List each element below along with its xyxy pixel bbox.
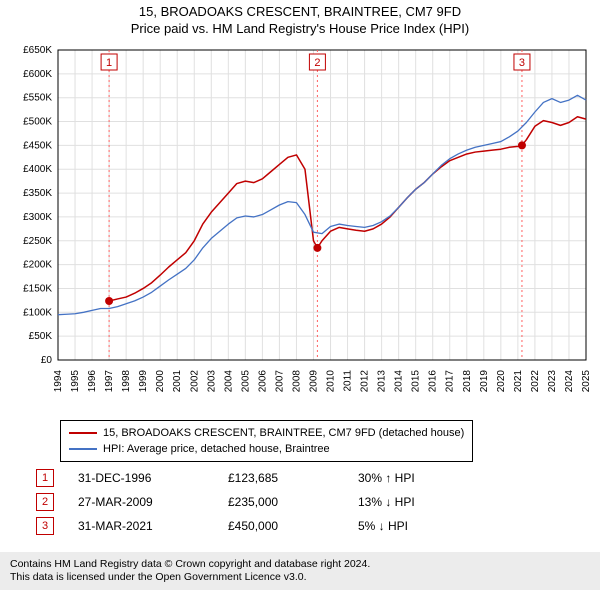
svg-text:£100K: £100K [23, 307, 52, 318]
svg-text:1996: 1996 [87, 370, 98, 393]
sale-diff: 30% ↑ HPI [358, 471, 478, 485]
legend-label: 15, BROADOAKS CRESCENT, BRAINTREE, CM7 9… [103, 425, 464, 441]
legend-item: HPI: Average price, detached house, Brai… [69, 441, 464, 457]
svg-text:2018: 2018 [462, 370, 473, 393]
sale-diff: 5% ↓ HPI [358, 519, 478, 533]
svg-text:3: 3 [519, 57, 525, 69]
svg-text:2008: 2008 [291, 370, 302, 393]
svg-text:2025: 2025 [581, 370, 592, 393]
svg-text:1997: 1997 [104, 370, 115, 393]
sale-date: 27-MAR-2009 [78, 495, 228, 509]
sale-row: 3 31-MAR-2021£450,0005% ↓ HPI [36, 514, 478, 538]
svg-text:2009: 2009 [308, 370, 319, 393]
svg-text:2005: 2005 [240, 370, 251, 393]
chart: £0 £50K £100K £150K £200K £250K £300K £350K £400… [8, 44, 592, 414]
legend-swatch [69, 432, 97, 434]
svg-text:2016: 2016 [428, 370, 439, 393]
svg-text:2021: 2021 [513, 370, 524, 393]
sales-table: 1 31-DEC-1996£123,68530% ↑ HPI 2 27-MAR-200… [36, 466, 478, 538]
chart-titles: 15, BROADOAKS CRESCENT, BRAINTREE, CM7 9… [0, 0, 600, 36]
svg-text:2012: 2012 [360, 370, 371, 393]
legend-label: HPI: Average price, detached house, Brai… [103, 441, 330, 457]
svg-text:2023: 2023 [547, 370, 558, 393]
svg-text:1998: 1998 [121, 370, 132, 393]
sale-date: 31-DEC-1996 [78, 471, 228, 485]
svg-text:2006: 2006 [257, 370, 268, 393]
svg-text:£550K: £550K [23, 93, 52, 104]
svg-text:2: 2 [314, 57, 320, 69]
svg-text:£450K: £450K [23, 140, 52, 151]
legend-swatch [69, 448, 97, 450]
svg-text:2024: 2024 [564, 370, 575, 393]
svg-text:£200K: £200K [23, 260, 52, 271]
svg-text:£0: £0 [41, 355, 53, 366]
svg-text:1994: 1994 [53, 370, 64, 393]
svg-text:2007: 2007 [274, 370, 285, 393]
svg-text:2003: 2003 [206, 370, 217, 393]
title-address: 15, BROADOAKS CRESCENT, BRAINTREE, CM7 9… [0, 4, 600, 19]
sale-date: 31-MAR-2021 [78, 519, 228, 533]
footer-line-2: This data is licensed under the Open Gov… [10, 571, 590, 584]
svg-text:1: 1 [106, 57, 112, 69]
sale-row: 1 31-DEC-1996£123,68530% ↑ HPI [36, 466, 478, 490]
svg-text:2001: 2001 [172, 370, 183, 393]
footer: Contains HM Land Registry data © Crown c… [0, 552, 600, 590]
svg-text:2002: 2002 [189, 370, 200, 393]
legend: 15, BROADOAKS CRESCENT, BRAINTREE, CM7 9… [60, 420, 473, 462]
svg-text:1995: 1995 [70, 370, 81, 393]
svg-text:£650K: £650K [23, 45, 52, 56]
svg-text:2020: 2020 [496, 370, 507, 393]
svg-text:2017: 2017 [445, 370, 456, 393]
chart-svg: £0 £50K £100K £150K £200K £250K £300K £350K £400… [8, 44, 592, 414]
svg-text:£350K: £350K [23, 188, 52, 199]
svg-text:£500K: £500K [23, 117, 52, 128]
sale-price: £235,000 [228, 495, 358, 509]
svg-text:£50K: £50K [29, 331, 53, 342]
legend-item: 15, BROADOAKS CRESCENT, BRAINTREE, CM7 9… [69, 425, 464, 441]
svg-text:£600K: £600K [23, 69, 52, 80]
svg-text:2011: 2011 [343, 370, 354, 392]
sale-diff: 13% ↓ HPI [358, 495, 478, 509]
svg-text:2019: 2019 [479, 370, 490, 393]
svg-text:2004: 2004 [223, 370, 234, 393]
svg-text:1999: 1999 [138, 370, 149, 393]
sale-row: 2 27-MAR-2009£235,00013% ↓ HPI [36, 490, 478, 514]
sale-price: £450,000 [228, 519, 358, 533]
svg-text:2000: 2000 [155, 370, 166, 393]
svg-text:£400K: £400K [23, 164, 52, 175]
sale-number-box: 2 [36, 493, 54, 511]
page: 15, BROADOAKS CRESCENT, BRAINTREE, CM7 9… [0, 0, 600, 590]
svg-text:2015: 2015 [411, 370, 422, 393]
svg-text:£300K: £300K [23, 212, 52, 223]
svg-text:£250K: £250K [23, 236, 52, 247]
svg-text:2022: 2022 [530, 370, 541, 393]
footer-line-1: Contains HM Land Registry data © Crown c… [10, 558, 590, 571]
svg-text:2013: 2013 [377, 370, 388, 393]
title-subtitle: Price paid vs. HM Land Registry's House … [0, 21, 600, 36]
sale-number-box: 3 [36, 517, 54, 535]
sale-number-box: 1 [36, 469, 54, 487]
svg-text:£150K: £150K [23, 283, 52, 294]
sale-price: £123,685 [228, 471, 358, 485]
svg-text:2010: 2010 [326, 370, 337, 393]
svg-text:2014: 2014 [394, 370, 405, 393]
